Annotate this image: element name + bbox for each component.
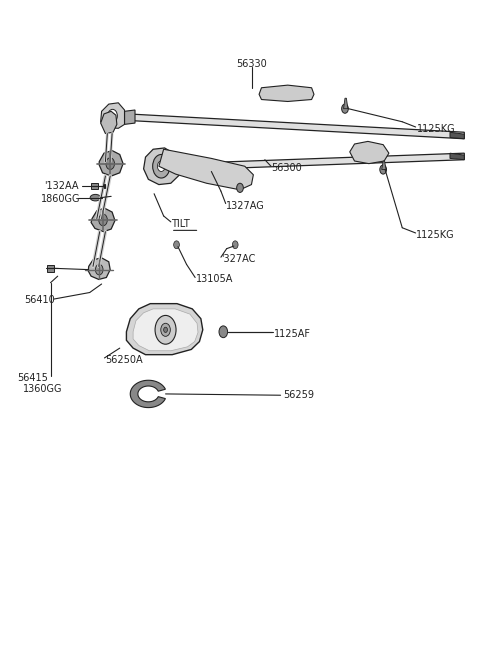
Circle shape xyxy=(237,183,243,193)
Polygon shape xyxy=(178,153,464,170)
Polygon shape xyxy=(450,153,464,160)
Polygon shape xyxy=(450,132,464,139)
Ellipse shape xyxy=(90,194,101,201)
Polygon shape xyxy=(91,208,115,232)
Polygon shape xyxy=(47,265,54,271)
Circle shape xyxy=(161,323,170,336)
Text: 1125AF: 1125AF xyxy=(275,328,312,339)
Text: 1860GG: 1860GG xyxy=(40,194,80,204)
Text: 56259: 56259 xyxy=(283,390,314,400)
Polygon shape xyxy=(99,150,123,176)
Polygon shape xyxy=(126,304,203,355)
Polygon shape xyxy=(382,161,386,170)
Polygon shape xyxy=(124,110,135,124)
Text: 56330: 56330 xyxy=(237,58,267,68)
Circle shape xyxy=(232,241,238,249)
Circle shape xyxy=(342,104,348,113)
Text: 13105A: 13105A xyxy=(196,275,233,284)
Circle shape xyxy=(153,154,170,178)
Circle shape xyxy=(219,326,228,338)
Text: 1125KG: 1125KG xyxy=(416,230,454,240)
Circle shape xyxy=(108,109,117,122)
Polygon shape xyxy=(101,102,124,128)
Circle shape xyxy=(155,315,176,344)
Circle shape xyxy=(174,241,180,249)
Text: 1360GG: 1360GG xyxy=(23,384,62,394)
Circle shape xyxy=(99,214,108,226)
Polygon shape xyxy=(350,141,389,164)
Polygon shape xyxy=(259,85,314,101)
Polygon shape xyxy=(344,98,348,108)
Polygon shape xyxy=(133,309,198,351)
Polygon shape xyxy=(128,114,464,139)
Circle shape xyxy=(106,158,115,170)
Text: 1125KG: 1125KG xyxy=(417,124,455,134)
Polygon shape xyxy=(91,183,98,189)
Text: 1327AG: 1327AG xyxy=(226,200,264,210)
Polygon shape xyxy=(88,258,110,279)
Text: TILT: TILT xyxy=(171,219,190,229)
Circle shape xyxy=(96,264,103,275)
Text: 56415: 56415 xyxy=(17,373,48,382)
Polygon shape xyxy=(144,148,179,185)
Circle shape xyxy=(380,165,386,174)
Text: 56250A: 56250A xyxy=(106,355,143,365)
Text: 56410: 56410 xyxy=(24,296,55,306)
Text: 56300: 56300 xyxy=(271,163,302,173)
Text: '327AC: '327AC xyxy=(221,254,255,264)
Circle shape xyxy=(111,113,115,118)
Polygon shape xyxy=(130,380,166,407)
Circle shape xyxy=(164,327,168,332)
Circle shape xyxy=(157,161,165,171)
Text: '132AA: '132AA xyxy=(44,181,79,191)
Polygon shape xyxy=(159,149,253,190)
Polygon shape xyxy=(101,111,117,133)
